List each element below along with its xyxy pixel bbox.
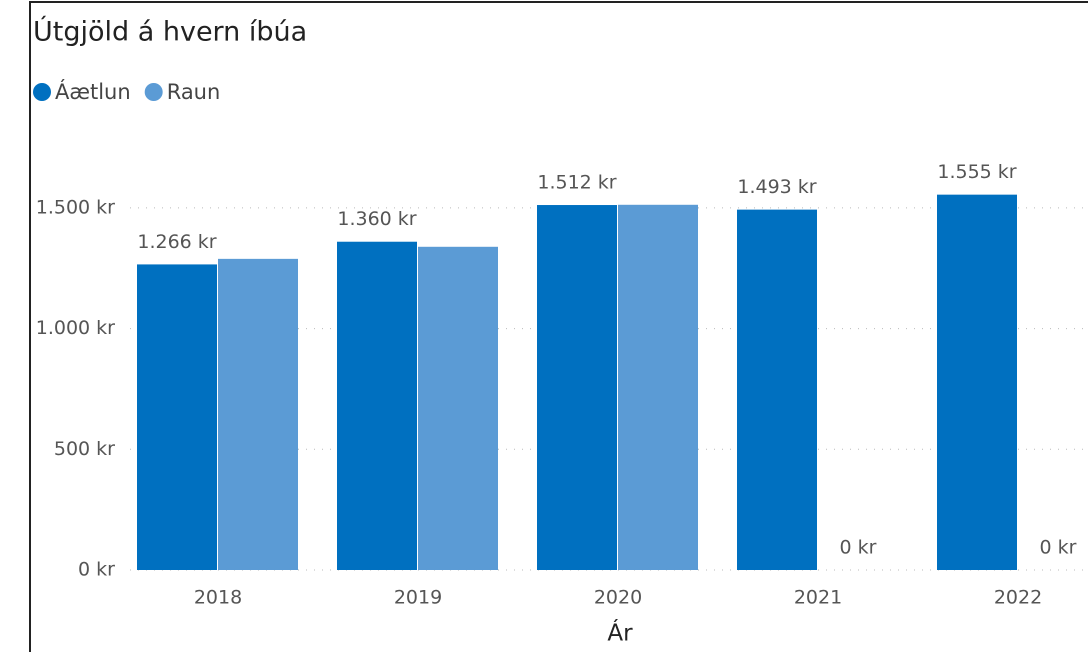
bar [737, 209, 817, 570]
x-tick-label: 2021 [794, 587, 842, 609]
data-label: 1.555 kr [937, 161, 1016, 183]
bar [937, 194, 1017, 571]
data-label: 1.493 kr [737, 176, 816, 198]
data-label: 1.266 kr [137, 231, 216, 253]
chart-title: Útgjöld á hvern íbúa [33, 16, 307, 48]
data-label: 1.360 kr [337, 208, 416, 230]
data-label: 1.512 kr [537, 172, 616, 194]
x-tick-label: 2019 [394, 587, 442, 609]
bar [218, 258, 298, 570]
legend-marker [144, 83, 163, 101]
bar [618, 204, 698, 571]
x-axis-title: Ár [607, 619, 633, 647]
y-tick-label: 0 kr [78, 559, 115, 581]
x-tick-label: 2018 [194, 587, 242, 609]
bar [537, 205, 617, 570]
y-tick-label: 1.500 kr [36, 196, 115, 218]
y-tick-label: 500 kr [54, 438, 115, 460]
data-label: 0 kr [840, 537, 877, 559]
x-tick-label: 2020 [594, 587, 642, 609]
legend-label: Áætlun [55, 79, 131, 104]
x-tick-label: 2022 [994, 587, 1042, 609]
bar [137, 264, 217, 570]
frame [29, 1, 1088, 652]
bar [418, 246, 498, 571]
y-tick-label: 1.000 kr [36, 317, 115, 339]
legend-label: Raun [167, 80, 221, 104]
bar [337, 241, 417, 571]
data-label: 0 kr [1040, 537, 1077, 559]
legend-marker [33, 83, 51, 101]
